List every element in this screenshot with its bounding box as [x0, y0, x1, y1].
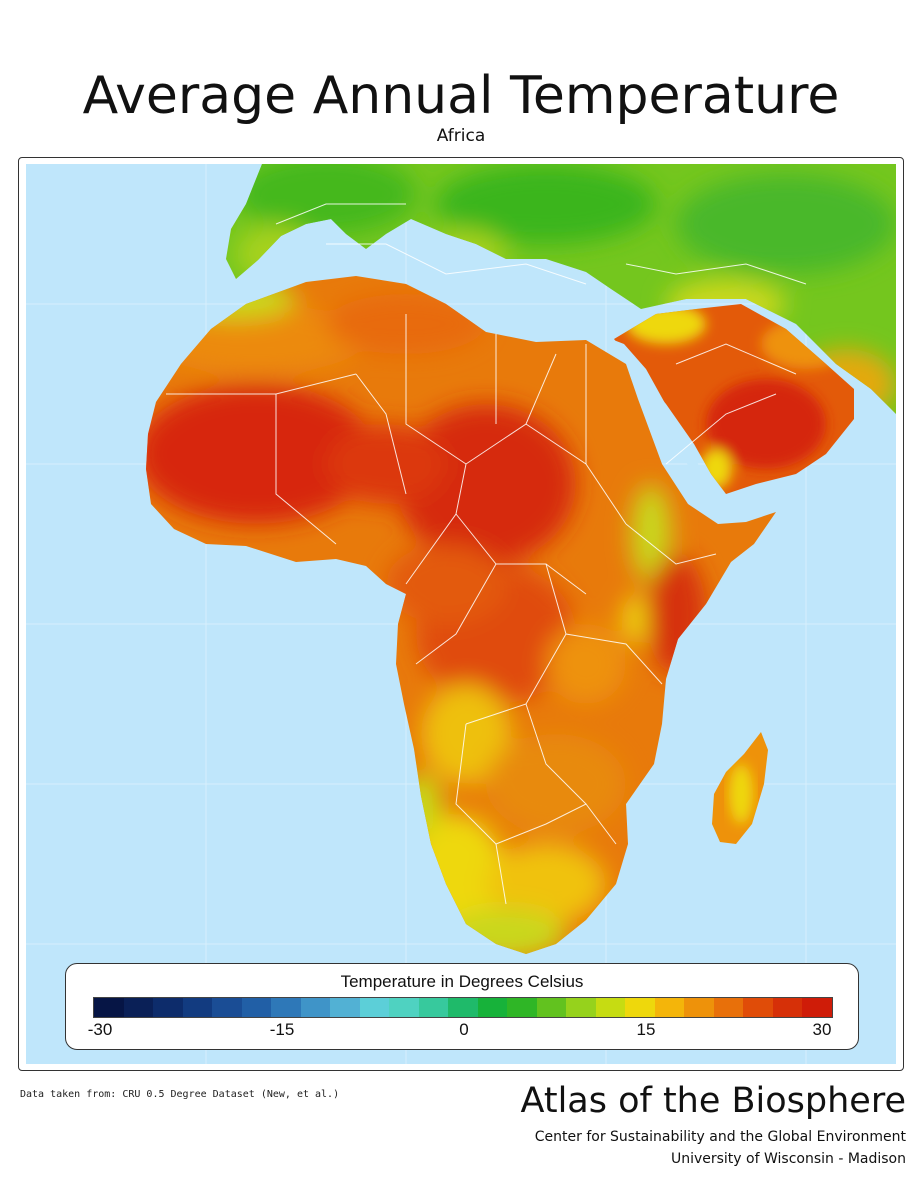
- legend-swatch-3: [182, 998, 213, 1017]
- organization-line-1: Center for Sustainability and the Global…: [534, 1129, 906, 1145]
- organization-line-2: University of Wisconsin - Madison: [670, 1151, 906, 1167]
- legend-swatch-10: [389, 998, 419, 1017]
- page-title: Average Annual Temperature: [82, 66, 840, 126]
- legend-swatch-12: [448, 998, 478, 1017]
- legend-tick-4: 30: [812, 1020, 832, 1039]
- legend-title: Temperature in Degrees Celsius: [340, 972, 584, 991]
- page-subtitle: Africa: [436, 126, 486, 146]
- legend-swatch-6: [271, 998, 301, 1017]
- country-borders: [166, 203, 807, 905]
- legend-swatch-21: [713, 998, 744, 1017]
- legend-swatch-22: [743, 998, 773, 1017]
- legend-tick-3: 15: [636, 1020, 656, 1039]
- legend-swatch-7: [300, 998, 331, 1017]
- legend-swatch-2: [153, 998, 183, 1017]
- legend-swatch-23: [772, 998, 803, 1017]
- africa-temperature-map: [26, 164, 896, 1064]
- legend-color-bar: [93, 997, 833, 1018]
- legend-swatch-14: [507, 998, 537, 1017]
- legend-swatch-1: [123, 998, 154, 1017]
- legend-swatch-11: [418, 998, 449, 1017]
- red-sea: [611, 339, 718, 499]
- legend-tick-0: -30: [87, 1020, 113, 1039]
- legend-swatch-8: [330, 998, 360, 1017]
- data-source-note: Data taken from: CRU 0.5 Degree Dataset …: [20, 1089, 340, 1100]
- legend-swatch-19: [654, 998, 685, 1017]
- atlas-title: Atlas of the Biosphere: [520, 1081, 906, 1121]
- legend-swatch-0: [94, 998, 124, 1017]
- legend-swatch-16: [566, 998, 596, 1017]
- legend-swatch-5: [241, 998, 272, 1017]
- legend-swatch-17: [595, 998, 626, 1017]
- legend-swatch-4: [212, 998, 242, 1017]
- legend-swatch-20: [684, 998, 714, 1017]
- legend-tick-1: -15: [269, 1020, 295, 1039]
- legend-tick-2: 0: [459, 1020, 469, 1039]
- temperature-legend: Temperature in Degrees Celsius -30 -15 0…: [65, 963, 859, 1050]
- legend-swatch-18: [625, 998, 655, 1017]
- legend-swatch-13: [477, 998, 508, 1017]
- legend-swatch-9: [359, 998, 390, 1017]
- legend-swatch-15: [536, 998, 567, 1017]
- legend-swatch-24: [802, 998, 832, 1017]
